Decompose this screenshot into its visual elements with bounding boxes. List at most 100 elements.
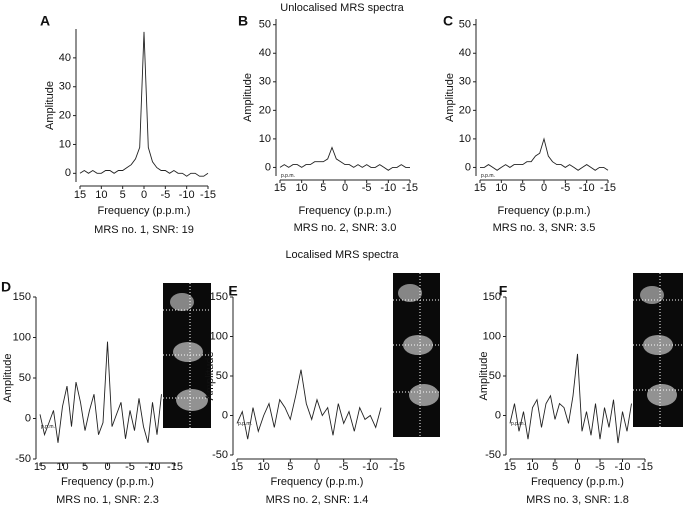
x-tick-label: -15 <box>389 461 405 473</box>
y-tick-label: -50 <box>485 449 501 461</box>
x-tick-label: 15 <box>474 182 486 194</box>
x-tick-label: 10 <box>495 182 507 194</box>
panel-letter: A <box>40 13 50 29</box>
y-tick-label: 0 <box>265 161 271 173</box>
mri-inset <box>393 273 440 437</box>
panel-letter: B <box>238 13 248 29</box>
y-tick-label: 30 <box>459 76 471 88</box>
y-tick-label: 10 <box>459 133 471 145</box>
caption: MRS no. 2, SNR: 3.0 <box>294 222 397 234</box>
ppm-note: p.p.m. <box>481 173 495 179</box>
y-tick-label: 10 <box>259 133 271 145</box>
y-tick-label: 20 <box>259 104 271 116</box>
x-tick-label: -10 <box>579 182 595 194</box>
x-tick-label: 15 <box>74 189 86 201</box>
y-tick-label: 0 <box>465 161 471 173</box>
x-tick-label: 10 <box>95 189 107 201</box>
x-tick-label: 0 <box>314 461 320 473</box>
ppm-note: p.p.m. <box>41 424 55 430</box>
x-axis-label: Frequency (p.p.m.) <box>531 476 624 488</box>
spectrum-line <box>79 31 209 177</box>
y-tick-label: 0 <box>25 412 31 424</box>
spectrum-line <box>509 353 632 444</box>
x-tick-label: 0 <box>574 461 580 473</box>
x-tick-label: -15 <box>600 182 616 194</box>
x-tick-label: -10 <box>380 182 396 194</box>
y-axis-label: Amplitude <box>2 354 14 403</box>
y-tick-label: 100 <box>483 330 501 342</box>
y-tick-label: 150 <box>210 291 228 303</box>
x-tick-label: -5 <box>125 461 135 473</box>
x-tick-label: -5 <box>339 461 349 473</box>
x-tick-label: 10 <box>258 461 270 473</box>
y-axis-label: Amplitude <box>444 73 456 122</box>
y-tick-label: 30 <box>59 81 71 93</box>
y-tick-label: 150 <box>13 291 31 303</box>
y-tick-label: 40 <box>59 52 71 64</box>
y-tick-label: 150 <box>483 291 501 303</box>
x-tick-label: -10 <box>615 461 631 473</box>
x-tick-label: 10 <box>296 182 308 194</box>
y-tick-label: 40 <box>459 47 471 59</box>
x-tick-label: 10 <box>526 461 538 473</box>
x-axis-label: Frequency (p.p.m.) <box>271 476 364 488</box>
x-tick-label: -5 <box>362 182 372 194</box>
y-tick-label: 50 <box>216 370 228 382</box>
y-tick-label: 50 <box>19 372 31 384</box>
x-tick-label: 5 <box>552 461 558 473</box>
x-tick-label: 0 <box>141 189 147 201</box>
x-tick-label: 15 <box>34 461 46 473</box>
spectrum-line <box>279 146 410 171</box>
x-tick-label: 0 <box>104 461 110 473</box>
spectrum-line <box>480 137 609 171</box>
x-tick-label: 0 <box>342 182 348 194</box>
spectrum-line <box>39 341 162 443</box>
x-tick-label: 5 <box>520 182 526 194</box>
y-tick-label: 30 <box>259 76 271 88</box>
mri-inset <box>163 283 211 428</box>
y-tick-label: 40 <box>259 47 271 59</box>
y-axis-label: Amplitude <box>204 352 216 401</box>
spectrum-line <box>236 369 382 440</box>
y-tick-label: 100 <box>210 330 228 342</box>
x-tick-label: -15 <box>637 461 653 473</box>
y-tick-label: 0 <box>222 409 228 421</box>
x-tick-label: 5 <box>120 189 126 201</box>
y-axis-label: Amplitude <box>478 352 490 401</box>
x-tick-label: 10 <box>56 461 68 473</box>
y-tick-label: -50 <box>212 449 228 461</box>
x-axis-label: Frequency (p.p.m.) <box>98 205 191 217</box>
panel-letter: F <box>499 283 508 299</box>
y-tick-label: 50 <box>459 19 471 31</box>
y-tick-label: 50 <box>489 370 501 382</box>
x-axis-label: Frequency (p.p.m.) <box>498 205 591 217</box>
panel-letter: D <box>1 279 11 295</box>
y-tick-label: 10 <box>59 138 71 150</box>
x-tick-label: 5 <box>287 461 293 473</box>
caption: MRS no. 1, SNR: 19 <box>94 224 194 236</box>
ppm-note: p.p.m. <box>281 173 295 179</box>
x-tick-label: -5 <box>595 461 605 473</box>
panel-letter: E <box>228 283 237 299</box>
x-tick-label: 5 <box>82 461 88 473</box>
y-tick-label: 0 <box>65 167 71 179</box>
y-tick-label: 100 <box>13 331 31 343</box>
panel-letter: C <box>443 13 453 29</box>
section-heading: Unlocalised MRS spectra <box>280 2 404 14</box>
y-axis-label: Amplitude <box>242 73 254 122</box>
x-tick-label: -15 <box>402 182 418 194</box>
x-tick-label: 15 <box>274 182 286 194</box>
x-tick-label: 15 <box>231 461 243 473</box>
x-tick-label: 15 <box>504 461 516 473</box>
x-tick-label: 5 <box>320 182 326 194</box>
y-tick-label: 20 <box>59 110 71 122</box>
y-tick-label: 0 <box>495 409 501 421</box>
y-tick-label: 50 <box>259 19 271 31</box>
caption: MRS no. 1, SNR: 2.3 <box>56 494 159 506</box>
x-tick-label: -5 <box>160 189 170 201</box>
caption: MRS no. 3, SNR: 3.5 <box>493 222 596 234</box>
y-axis-label: Amplitude <box>44 81 56 130</box>
caption: MRS no. 3, SNR: 1.8 <box>526 494 629 506</box>
x-tick-label: -15 <box>200 189 216 201</box>
